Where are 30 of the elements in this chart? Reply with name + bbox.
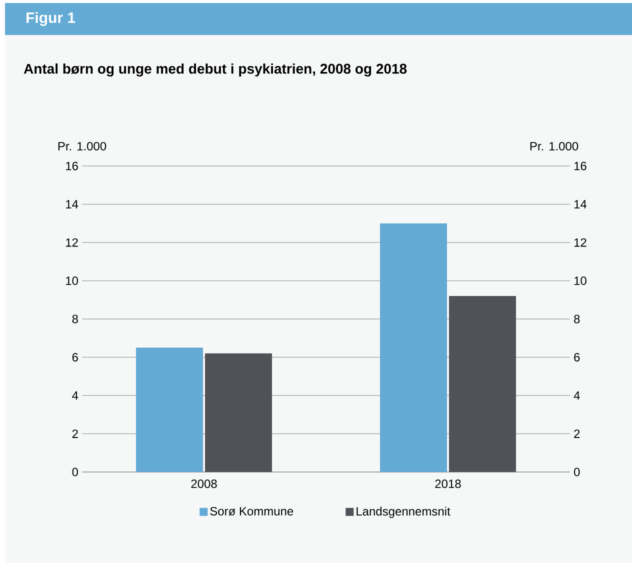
y-tick-label: 10 (66, 276, 78, 285)
bar (449, 296, 516, 472)
y2-tick-label: 8 (574, 314, 580, 324)
y2-tick-label: 10 (574, 276, 586, 285)
y2-tick-label: 2 (574, 430, 580, 438)
chart-title: Figur 1 (26, 12, 76, 26)
y2-tick-label: 6 (574, 353, 580, 362)
y-tick-label: 2 (72, 430, 78, 438)
y-tick-label: 4 (72, 391, 78, 400)
y2-tick-label: 14 (574, 200, 587, 208)
y2-tick-label: 4 (574, 391, 580, 400)
x-tick-label: 2008 (191, 480, 217, 488)
chart-subtitle: Antal børn og unge med debut i psykiatrien, 2008 og 2018 (24, 63, 407, 77)
y-tick-label: 6 (72, 353, 78, 362)
x-tick-label: 2018 (435, 480, 461, 488)
bar (380, 223, 447, 472)
bar (136, 348, 203, 472)
y2-tick-label: 16 (574, 162, 586, 170)
y2-axis-title: Pr. 1.000 (530, 142, 578, 150)
y2-tick-label: 0 (574, 468, 580, 476)
y-tick-label: 0 (72, 468, 78, 476)
y-tick-label: 8 (72, 314, 78, 324)
legend-label: Sorø Kommune (210, 506, 294, 516)
bar (205, 353, 272, 472)
y-tick-label: 14 (66, 200, 78, 208)
legend-label: Landsgennemsnit (356, 506, 450, 518)
y2-tick-label: 12 (574, 238, 586, 247)
y-tick-label: 12 (66, 238, 78, 247)
y-axis-title: Pr. 1.000 (58, 142, 106, 150)
y-tick-label: 16 (66, 162, 78, 170)
